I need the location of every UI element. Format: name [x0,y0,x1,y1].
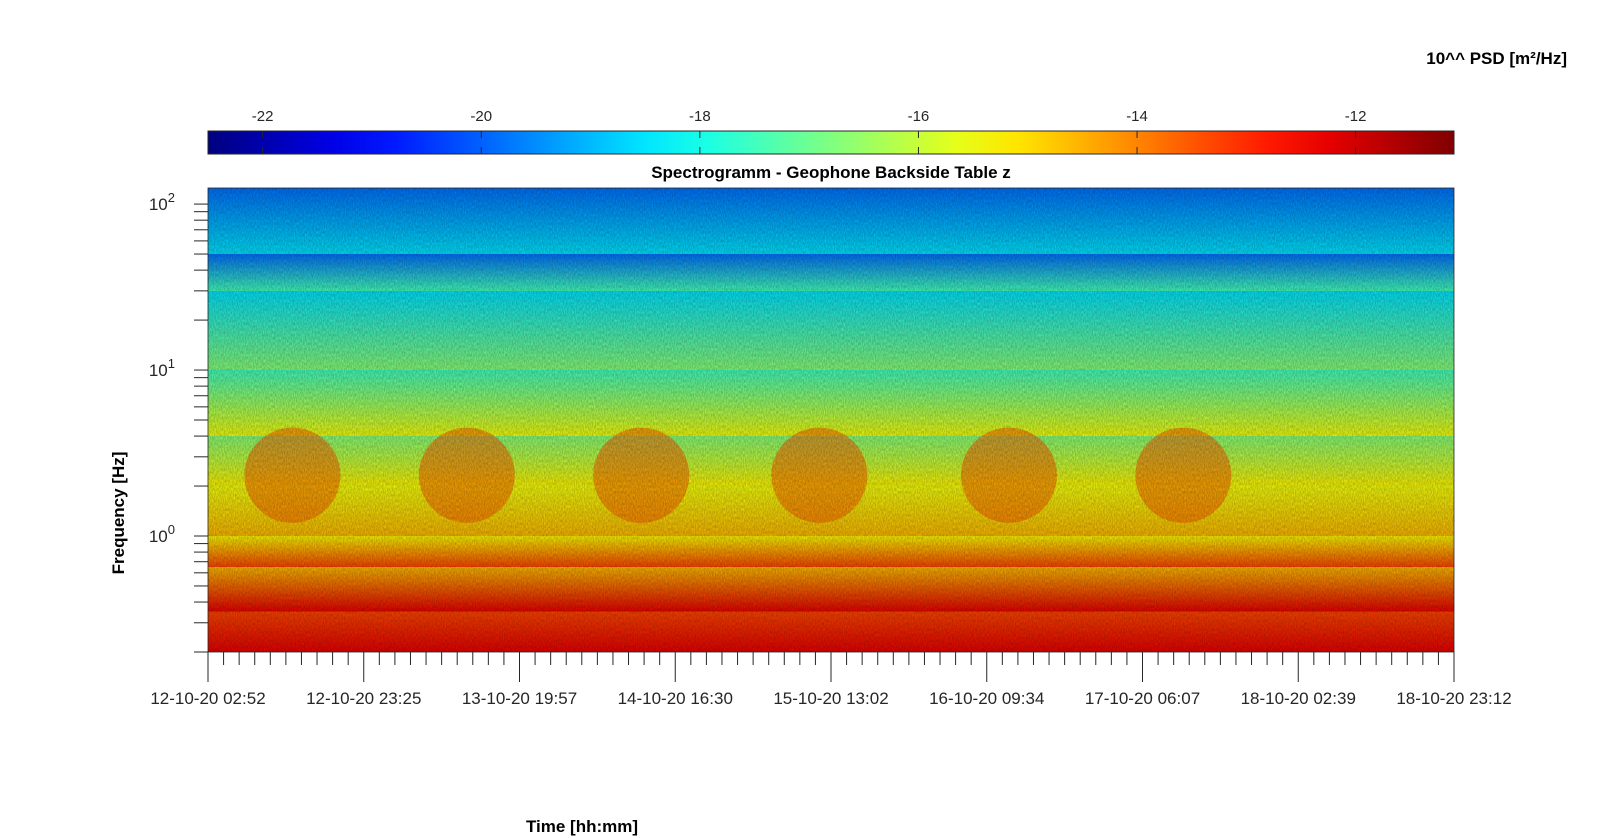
y-tick-exponent: 1 [168,356,175,371]
x-axis: 12-10-20 02:52 12-10-20 23:25 13-10-20 19:… [150,652,1512,708]
x-tick-label: 14-10-20 16:30 [618,689,733,708]
y-tick-base: 10 [149,195,168,214]
y-tick-label: 101 [149,356,175,380]
x-tick-label: 12-10-20 02:52 [150,689,265,708]
x-tick-label: 12-10-20 23:25 [306,689,421,708]
colorbar-tick-label: -14 [1126,108,1148,125]
colorbar-tick-label: -18 [689,108,711,125]
y-tick-base: 10 [149,527,168,546]
x-tick-label: 15-10-20 13:02 [773,689,888,708]
x-tick-label: 18-10-20 23:12 [1396,689,1511,708]
x-tick-label: 13-10-20 19:57 [462,689,577,708]
y-axis-label: Frequency [Hz] [109,452,128,575]
spectrogram-texture [208,188,1454,652]
x-tick-label: 18-10-20 02:39 [1241,689,1356,708]
colorbar-label: 10^^ PSD [m²/Hz] [1426,49,1567,68]
y-tick-exponent: 2 [168,190,175,205]
plot-area [208,188,1454,652]
y-tick-base: 10 [149,361,168,380]
y-tick-label: 102 [149,190,175,214]
y-tick-exponent: 0 [168,522,175,537]
y-tick-label: 100 [149,522,175,546]
colorbar: -22 -20 -18 -16 -14 -12 10^^ PSD [m²/Hz] [207,49,1567,155]
colorbar-tick-label: -16 [908,108,930,125]
chart-title: Spectrogramm - Geophone Backside Table z [651,163,1011,182]
x-axis-label: Time [hh:mm] [526,817,638,836]
colorbar-tick-label: -22 [252,108,274,125]
colorbar-ticks: -22 -20 -18 -16 -14 -12 [252,108,1367,154]
colorbar-tick-label: -20 [470,108,492,125]
x-tick-label: 17-10-20 06:07 [1085,689,1200,708]
colorbar-fill [207,130,1455,155]
colorbar-tick-label: -12 [1345,108,1367,125]
x-tick-label: 16-10-20 09:34 [929,689,1044,708]
